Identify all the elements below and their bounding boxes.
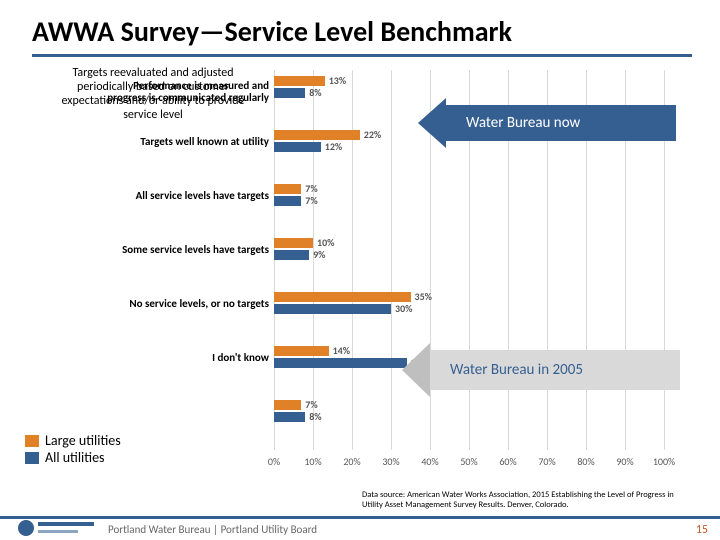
- x-tick-label: 50%: [460, 455, 477, 468]
- bar-value: 13%: [329, 75, 346, 87]
- x-tick-label: 60%: [499, 455, 516, 468]
- bar: [274, 142, 321, 152]
- bar-value: 22%: [364, 129, 381, 141]
- bar-value: 35%: [415, 291, 432, 303]
- callout-2005: Water Bureau in 2005: [430, 350, 680, 390]
- category-label: All service levels have targets: [94, 190, 269, 202]
- data-source: Data source: American Water Works Associ…: [362, 490, 692, 510]
- x-tick-label: 40%: [421, 455, 438, 468]
- gridline: [391, 70, 392, 450]
- x-tick-label: 100%: [653, 455, 675, 468]
- bar: [274, 358, 407, 368]
- page-number: 15: [696, 523, 708, 537]
- bar-value: 14%: [333, 345, 350, 357]
- bar-value: 30%: [395, 303, 412, 315]
- legend-label-all: All utilities: [45, 449, 105, 466]
- x-tick-label: 10%: [304, 455, 321, 468]
- legend-swatch-all: [25, 452, 39, 464]
- category-label: Targets well known at utility: [94, 136, 269, 148]
- callout-now-arrowhead: [418, 98, 446, 148]
- bar: [274, 412, 305, 422]
- bar: [274, 346, 329, 356]
- slide: AWWA Survey—Service Level Benchmark Targ…: [0, 0, 720, 540]
- x-tick-label: 90%: [616, 455, 633, 468]
- bar-value: 12%: [325, 141, 342, 153]
- category-label: No service levels, or no targets: [94, 298, 269, 310]
- bar: [274, 250, 309, 260]
- gridline: [274, 70, 275, 450]
- x-tick-label: 80%: [577, 455, 594, 468]
- footer-text: Portland Water Bureau | Portland Utility…: [108, 523, 317, 536]
- category-label: Performance is measured andprogress is c…: [94, 80, 269, 105]
- bar: [274, 88, 305, 98]
- bar: [274, 130, 360, 140]
- gridline: [352, 70, 353, 450]
- x-tick-label: 70%: [538, 455, 555, 468]
- callout-2005-arrowhead: [402, 343, 430, 397]
- legend-label-large: Large utilities: [45, 432, 121, 449]
- water-bureau-logo: [16, 518, 96, 538]
- x-tick-label: 30%: [382, 455, 399, 468]
- category-label: I don't know: [94, 352, 269, 364]
- x-tick-label: 0%: [268, 455, 280, 468]
- slide-title: AWWA Survey—Service Level Benchmark: [32, 14, 512, 49]
- bar: [274, 400, 301, 410]
- callout-now: Water Bureau now: [446, 105, 676, 141]
- bar-value: 9%: [313, 249, 325, 261]
- legend-swatch-large: [25, 435, 39, 447]
- legend: Large utilities All utilities: [25, 432, 121, 466]
- callout-now-text: Water Bureau now: [466, 114, 580, 132]
- bar-value: 7%: [305, 195, 317, 207]
- legend-row-large: Large utilities: [25, 432, 121, 449]
- x-tick-label: 20%: [343, 455, 360, 468]
- bar: [274, 292, 411, 302]
- bar: [274, 238, 313, 248]
- category-label: Some service levels have targets: [94, 244, 269, 256]
- bar: [274, 304, 391, 314]
- footer-rule: [0, 516, 720, 519]
- legend-row-all: All utilities: [25, 449, 121, 466]
- bar: [274, 76, 325, 86]
- bar: [274, 184, 301, 194]
- bar: [274, 196, 301, 206]
- callout-2005-text: Water Bureau in 2005: [450, 362, 583, 379]
- title-underline: [32, 54, 692, 57]
- bar-value: 8%: [309, 411, 321, 423]
- bar-value: 8%: [309, 87, 321, 99]
